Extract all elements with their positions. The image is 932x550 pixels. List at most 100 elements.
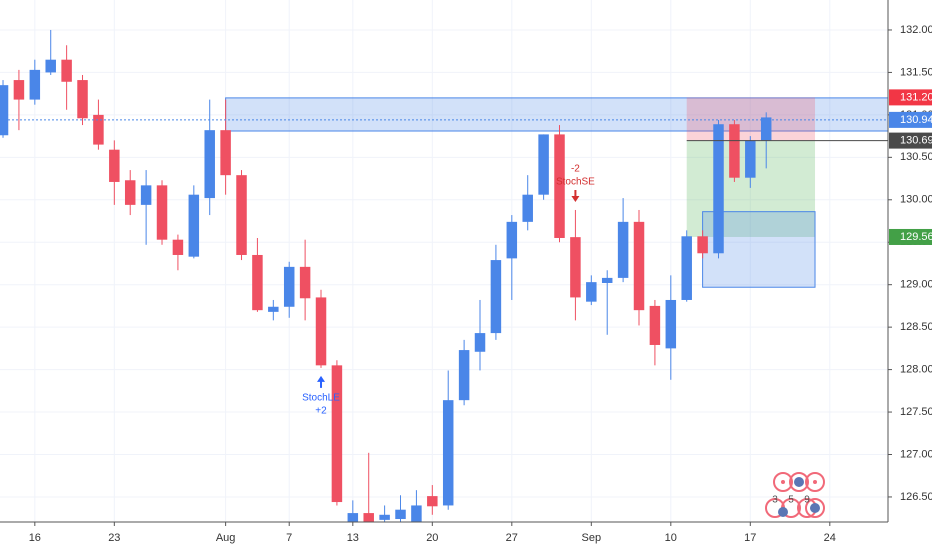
- logo-dot: [778, 507, 788, 517]
- candle-body: [156, 185, 168, 240]
- price-tag-label: 130.697: [900, 135, 932, 147]
- candle-body: [442, 400, 454, 506]
- signal-label: StochLE: [302, 393, 340, 404]
- y-tick-label: 127.000: [900, 448, 932, 460]
- candle-body: [61, 59, 72, 82]
- candle-body: [109, 149, 120, 182]
- x-tick-label: 7: [286, 532, 292, 544]
- price-tag-label: 131.206: [900, 91, 932, 103]
- price-tag: [889, 111, 932, 128]
- candle-body: [379, 514, 390, 520]
- signal-arrow: [317, 375, 326, 388]
- candle-body: [411, 505, 422, 522]
- logo-number: 9: [804, 495, 810, 506]
- logo-number: 3: [772, 495, 778, 506]
- logo-dot: [813, 480, 817, 484]
- signal-arrow: [571, 189, 580, 202]
- candle-body: [140, 185, 152, 205]
- candle-body: [729, 124, 740, 178]
- logo-ring: [805, 472, 825, 492]
- signal-label: StochSE: [556, 177, 595, 188]
- candle-body: [745, 140, 756, 178]
- price-tag-label: 129.562: [900, 231, 932, 243]
- y-tick-label: 128.000: [900, 364, 932, 376]
- x-tick-label: Aug: [216, 532, 236, 544]
- candle-body: [395, 509, 406, 520]
- x-tick-label: 16: [29, 532, 41, 544]
- y-tick-label: 129.000: [900, 279, 932, 291]
- y-tick-label: 128.500: [900, 321, 932, 333]
- zone: [686, 97, 816, 141]
- price-tag-label: 130.941: [900, 114, 932, 126]
- candle-body: [665, 299, 677, 349]
- x-tick-label: 17: [744, 532, 756, 544]
- candle-body: [490, 260, 502, 334]
- candle-body: [363, 513, 374, 522]
- y-tick-label: 131.500: [900, 66, 932, 78]
- candle-body: [554, 134, 565, 238]
- y-tick-label: 130.000: [900, 194, 932, 206]
- logo-dot: [781, 480, 785, 484]
- candle-body: [172, 239, 184, 255]
- candle-body: [760, 117, 772, 141]
- candle-body: [220, 130, 231, 176]
- candle-body: [0, 85, 9, 136]
- candle-body: [522, 194, 533, 222]
- candle-body: [45, 59, 56, 73]
- x-tick-label: Sep: [582, 532, 602, 544]
- candle-body: [506, 221, 518, 259]
- x-tick-label: 10: [665, 532, 677, 544]
- logo-ring: [789, 472, 809, 492]
- candle-body: [570, 237, 581, 298]
- candle-body: [236, 175, 247, 255]
- price-tag: [889, 228, 932, 245]
- x-tick-label: 27: [506, 532, 518, 544]
- candle-body: [474, 333, 486, 352]
- candle-body: [713, 124, 724, 254]
- logo-dot: [794, 477, 804, 487]
- y-tick-label: 126.500: [900, 491, 932, 503]
- candle-body: [204, 130, 215, 199]
- candle-body: [13, 80, 25, 100]
- candle-body: [601, 277, 613, 283]
- candle-body: [586, 282, 597, 302]
- candle-body: [649, 305, 661, 345]
- signal-label: +2: [315, 406, 327, 417]
- x-tick-label: 13: [347, 532, 359, 544]
- x-tick-label: 24: [824, 532, 836, 544]
- candle-body: [77, 80, 88, 119]
- price-tag: [889, 89, 932, 106]
- x-tick-label: 20: [426, 532, 438, 544]
- y-tick-label: 130.500: [900, 151, 932, 163]
- candle-body: [347, 513, 359, 522]
- candle-body: [299, 266, 311, 299]
- candle-body: [633, 221, 645, 311]
- candle-body: [697, 236, 708, 254]
- candle-body: [283, 266, 295, 307]
- candle-body: [29, 69, 41, 100]
- candle-body: [124, 180, 136, 205]
- watermark: 3 5 9: [765, 472, 825, 518]
- price-tag: [889, 132, 932, 149]
- candle-body: [331, 365, 343, 503]
- candle-body: [315, 297, 327, 366]
- candle-body: [427, 496, 438, 507]
- logo-dot: [810, 503, 820, 513]
- candle-body: [538, 134, 549, 195]
- candle-body: [93, 114, 104, 145]
- candle-body: [458, 350, 470, 401]
- candle-body: [188, 194, 200, 257]
- logo-ring: [805, 498, 825, 518]
- x-tick-label: 23: [108, 532, 120, 544]
- candle-body: [268, 306, 279, 312]
- candle-body: [617, 221, 629, 278]
- y-tick-label: 132.000: [900, 24, 932, 36]
- logo-number: 5: [788, 495, 794, 506]
- signal-label: -2: [571, 164, 580, 175]
- candle-body: [681, 236, 692, 300]
- y-tick-label: 127.500: [900, 406, 932, 418]
- candle-body: [252, 254, 263, 311]
- logo-ring: [773, 472, 793, 492]
